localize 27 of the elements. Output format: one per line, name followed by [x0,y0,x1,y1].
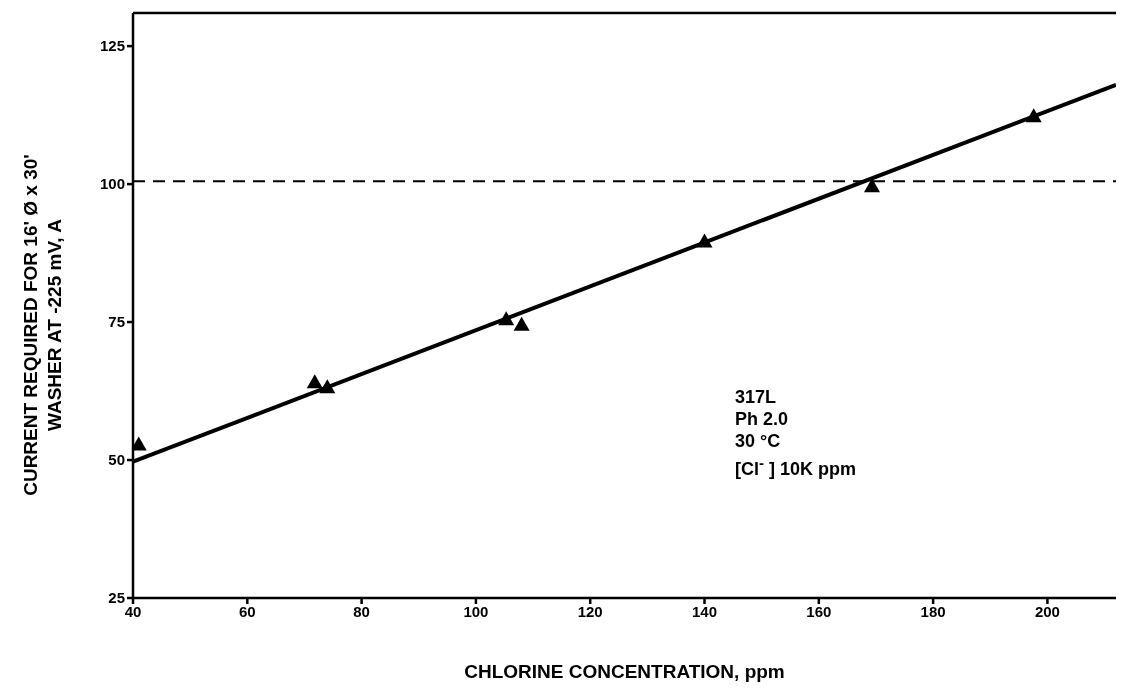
x-tick-label: 60 [238,602,256,620]
y-tick-label: 25 [108,589,125,607]
point [1025,108,1042,123]
x-tick-label: 100 [463,602,489,620]
point [696,233,713,248]
y-tick-label: 100 [99,175,125,193]
x-tick-label: 200 [1034,602,1060,620]
x-axis-title: CHLORINE CONCENTRATION, ppm [464,661,785,682]
point [863,178,880,193]
y-tick-label: 125 [99,37,125,55]
annotation: Ph 2.0 [735,408,790,430]
x-tick-label: 140 [692,602,718,620]
y-tick-label: 50 [108,451,125,469]
x-tick-label: 120 [577,602,603,620]
x-tick-label: 180 [920,602,946,620]
point [513,316,530,331]
annotation: [Cl$^{-}$ ] 10K ppm [735,453,857,480]
point [306,374,323,389]
y-axis-title: CURRENT REQUIRED FOR 16' Ø x 30' WASHER AT -225 mV, A [19,154,66,496]
annotation: 30 °C [735,430,782,452]
y-tick-label: 75 [108,313,125,331]
x-tick-label: 80 [353,602,370,620]
x-tick-label: 160 [806,602,832,620]
point [319,379,336,394]
annotation: 317L [735,386,778,408]
point [498,311,515,326]
x-tick-label: 40 [124,602,142,620]
